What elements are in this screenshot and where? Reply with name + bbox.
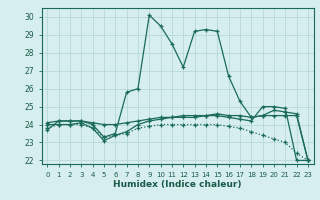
X-axis label: Humidex (Indice chaleur): Humidex (Indice chaleur) xyxy=(113,180,242,189)
